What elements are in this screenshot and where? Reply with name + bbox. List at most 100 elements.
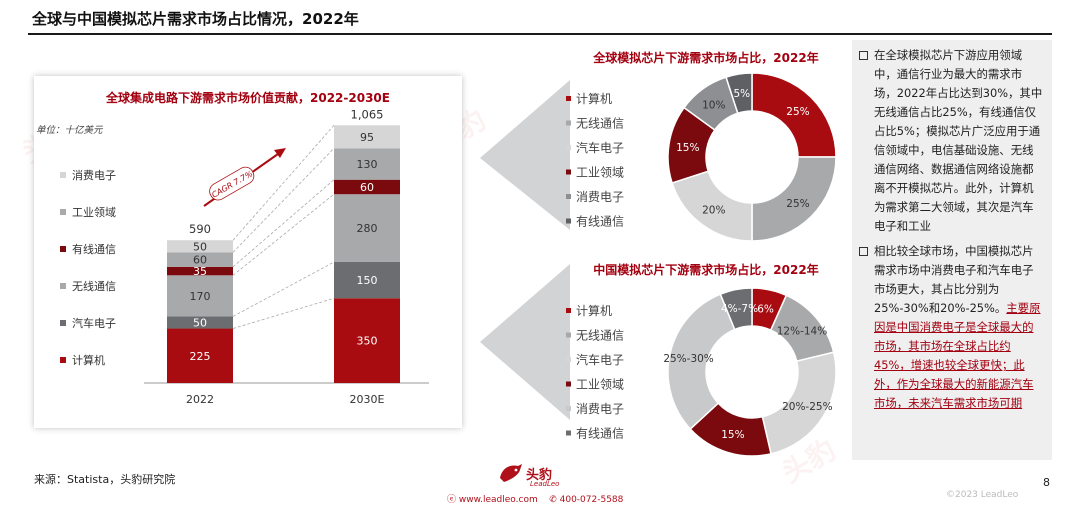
contact-phone: 400-072-5588 [559,495,624,505]
legend-swatch [566,332,571,338]
legend-label: 工业领域 [576,378,624,392]
bar-segment [167,252,233,267]
slice-label: 15% [721,429,744,441]
legend-swatch [566,381,571,387]
page-number: 8 [1043,476,1050,489]
bar-segment [334,194,400,262]
logo-text: 头豹 [526,468,553,483]
bar-total-label: 1,065 [351,107,384,121]
slice-label: 25%-30% [663,353,713,365]
slice-label: 6% [757,303,774,315]
donut-charts: 全球模拟芯片下游需求市场占比，2022年 25% 25% 20% 15% 10% 5% 计算机… [566,50,837,457]
legend-swatch [60,283,66,289]
web-icon: ⓔ [447,495,457,505]
insight-panel: 在全球模拟芯片下游应用领域中，通信行业为最大的需求市场，2022年占比达到30%… [852,40,1052,460]
donut-title: 全球模拟芯片下游需求市场占比，2022年 [592,50,818,65]
slice-label: 5% [733,88,750,100]
connector-line [232,125,335,241]
bar-total-label: 590 [189,222,211,236]
contact-web[interactable]: www.leadleo.com [458,495,538,505]
bar-value-label: 280 [357,222,378,235]
legend-swatch [566,194,571,199]
bar-value-label: 35 [193,265,207,278]
bar-value-label: 95 [360,131,374,144]
legend-label: 计算机 [576,91,612,106]
connector-line [232,193,335,276]
bar-value-label: 50 [193,317,207,330]
legend-label: 汽车电子 [72,316,116,330]
bar-segment [167,275,233,317]
slice-label: 10% [702,99,725,111]
legend-swatch [60,320,66,326]
bar-value-label: 225 [190,350,211,363]
bar-segment [167,266,233,276]
insight-bullet-global: 在全球模拟芯片下游应用领域中，通信行业为最大的需求市场，2022年占比达到30%… [858,46,1044,236]
bar-segment [334,262,400,299]
legend-label: 汽车电子 [576,352,624,367]
bar-segment [167,240,233,253]
legend-label: 计算机 [72,353,105,367]
chart-title: 全球集成电路下游需求市场价值贡献，2022-2030E [105,90,390,105]
contact-info: ⓔ www.leadleo.com ✆ 400-072-5588 [447,492,623,505]
legend-swatch [566,169,571,175]
cagr-badge: CAGR 7.7% [209,166,255,201]
slice-label: 20% [702,205,725,217]
donut-slice [751,156,837,242]
legend-label: 有线通信 [72,242,116,256]
connector-line [232,297,335,329]
legend-label: 有线通信 [576,215,624,229]
donut-title: 中国模拟芯片下游需求市场占比，2022年 [593,262,818,277]
legend-label: 计算机 [576,303,612,318]
legend-swatch [60,172,66,178]
insight-bullet-china: 相比较全球市场，中国模拟芯片需求市场中消费电子和汽车电子市场更大，其占比分别为2… [858,242,1044,413]
bar-segment [334,179,400,195]
legend-label: 无线通信 [576,329,624,343]
checkbox-bullet-icon [859,51,868,60]
legend-swatch [60,246,66,252]
bar-segment [334,148,400,180]
legend-swatch [566,357,571,362]
bar-segment [334,298,400,383]
stacked-bar-chart: 全球集成电路下游需求市场价值贡献，2022-2030E 单位：十亿美元 225 50 1… [36,90,429,406]
phone-icon: ✆ [549,495,557,505]
legend-label: 消费电子 [576,402,624,416]
legend-label: 有线通信 [576,427,624,441]
legend-swatch [566,96,571,101]
unit-label: 单位：十亿美元 [36,124,104,136]
connector-line [232,147,335,253]
x-tick-label: 2030E [350,393,385,406]
slice-label: 4%-7% [721,303,758,315]
connector-line [232,261,335,317]
cagr-badge-box [209,166,255,201]
slice-label: 12%-14% [777,325,827,337]
bar-segment [167,328,233,383]
legend-swatch [566,120,571,126]
legend-label: 工业领域 [576,166,624,180]
bar-segment [167,316,233,329]
checkbox-bullet-icon [859,247,868,256]
slice-label: 25% [786,106,809,118]
insight-text-china: 相比较全球市场，中国模拟芯片需求市场中消费电子和汽车电子市场更大，其占比分别为2… [874,244,1034,315]
bar-value-label: 170 [190,290,211,303]
legend-swatch [60,209,66,215]
copyright: ©2023 LeadLeo [946,490,1019,500]
legend-swatch [60,357,66,363]
bar-value-label: 350 [357,335,378,348]
bar-value-label: 130 [357,158,378,171]
legend-label: 无线通信 [72,279,116,293]
bar-segment [334,125,400,149]
legend-swatch [566,430,571,436]
legend-label: 汽车电子 [576,140,624,155]
legend-label: 无线通信 [576,117,624,131]
legend-swatch [566,308,571,313]
bar-value-label: 60 [360,181,374,194]
logo-subtext: LeadLeo [530,480,560,488]
donut-slice [725,72,753,115]
donut-slice [719,287,753,331]
slice-label: 15% [676,142,699,154]
slice-label: 25% [786,198,809,210]
legend-swatch [566,145,571,150]
x-tick-label: 2022 [186,393,214,406]
slice-label: 20%-25% [782,401,832,413]
page-title: 全球与中国模拟芯片需求市场占比情况，2022年 [32,10,359,28]
